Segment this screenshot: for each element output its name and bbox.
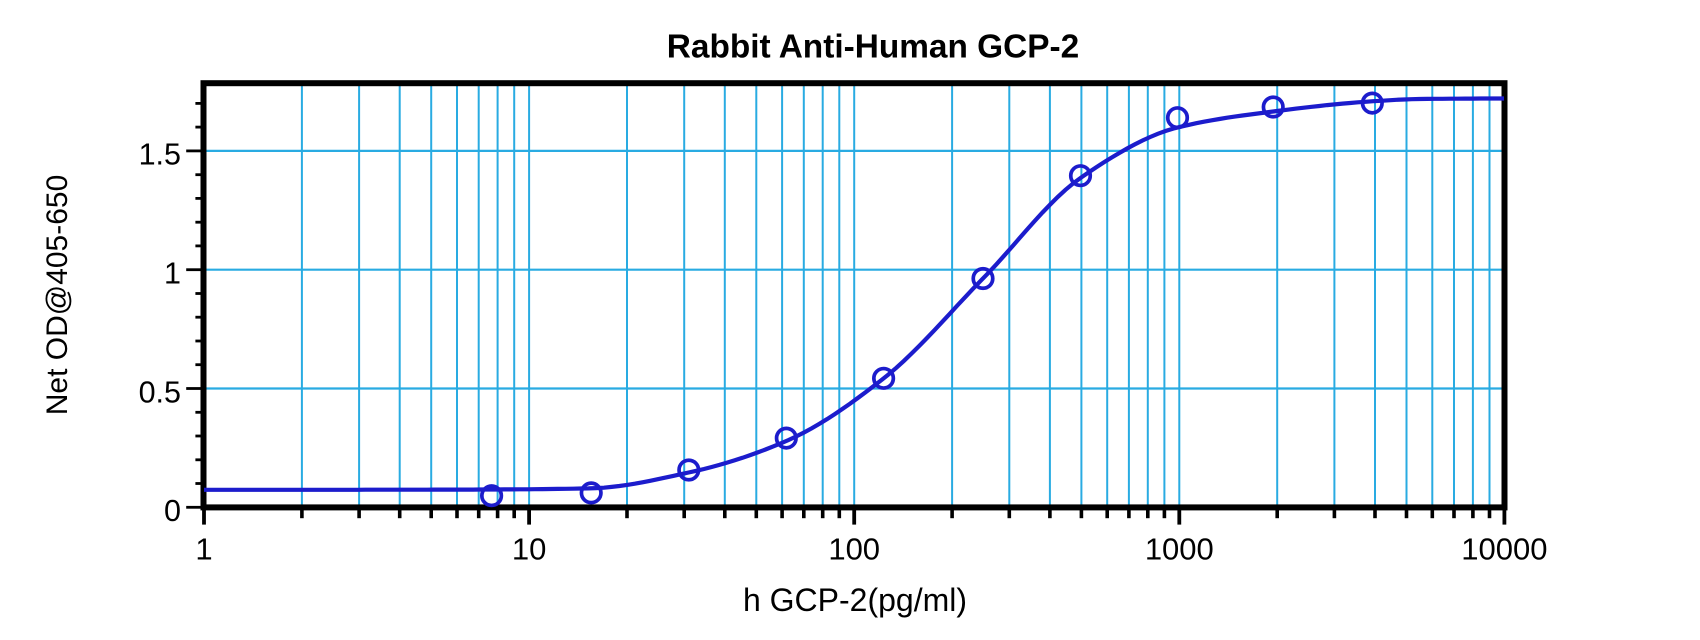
svg-text:Net OD@405-650: Net OD@405-650 bbox=[41, 175, 74, 416]
svg-text:0: 0 bbox=[164, 494, 181, 528]
svg-text:0.5: 0.5 bbox=[139, 375, 181, 409]
svg-text:100: 100 bbox=[828, 532, 880, 567]
svg-text:1: 1 bbox=[195, 532, 212, 567]
svg-text:1000: 1000 bbox=[1145, 532, 1214, 567]
svg-text:Rabbit Anti-Human GCP-2: Rabbit Anti-Human GCP-2 bbox=[667, 29, 1079, 66]
svg-text:10000: 10000 bbox=[1461, 532, 1547, 567]
svg-text:1.5: 1.5 bbox=[139, 138, 181, 172]
svg-text:1: 1 bbox=[164, 257, 181, 291]
svg-text:h GCP-2(pg/ml): h GCP-2(pg/ml) bbox=[743, 582, 967, 618]
svg-text:10: 10 bbox=[512, 532, 546, 567]
